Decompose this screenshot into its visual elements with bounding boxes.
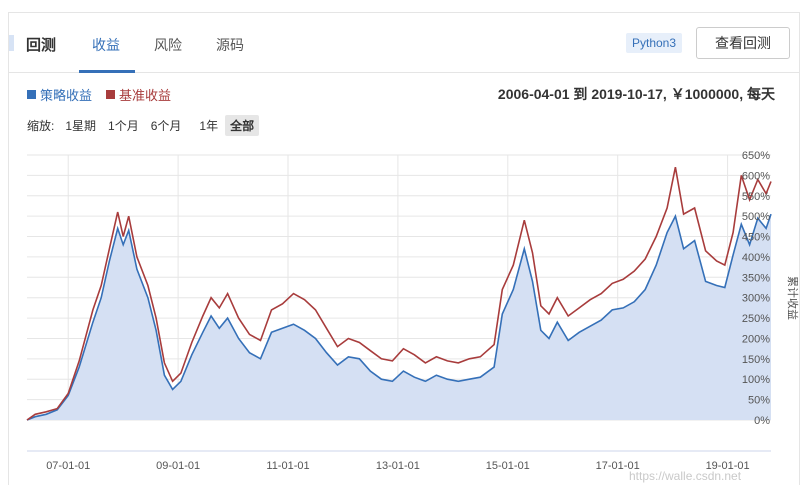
x-tick-label: 07-01-01 [46, 460, 90, 472]
y-tick-label: 350% [742, 272, 770, 284]
legend-benchmark-swatch [106, 90, 116, 99]
y-tick-label: 200% [742, 333, 770, 345]
y-tick-label: 450% [742, 232, 770, 244]
legend-benchmark[interactable]: 基准收益 [106, 85, 171, 104]
y-tick-label: 300% [742, 293, 770, 305]
y-tick-label: 150% [742, 354, 770, 366]
zoom-controls: 缩放: 1星期 1个月 6个月 1年 全部 [27, 115, 261, 136]
x-tick-label: 19-01-01 [706, 460, 750, 472]
header-bar: 回测 收益 风险 源码 Python3 查看回测 [9, 13, 799, 73]
zoom-label: 缩放: [27, 119, 55, 133]
y-tick-label: 50% [748, 395, 770, 407]
chart-legend: 策略收益 基准收益 [27, 85, 171, 104]
zoom-1-week[interactable]: 1星期 [65, 119, 97, 133]
tab-risk[interactable]: 风险 [154, 37, 182, 53]
benchmark-line [26, 167, 772, 421]
page-title: 回测 [26, 37, 57, 54]
legend-strategy-label: 策略收益 [40, 88, 93, 103]
y-tick-label: 100% [742, 374, 770, 386]
y-tick-label: 500% [742, 211, 770, 223]
header-accent [9, 35, 14, 51]
tab-returns[interactable]: 收益 [92, 37, 120, 53]
backtest-summary: 2006-04-01 到 2019-10-17, ￥1000000, 每天 [497, 86, 775, 102]
backtest-panel: 回测 收益 风险 源码 Python3 查看回测 策略收益 基准收益 2006-… [8, 12, 800, 485]
x-tick-label: 11-01-01 [266, 460, 309, 472]
y-tick-label: 400% [742, 252, 770, 264]
strategy-area [27, 214, 771, 420]
y-tick-label: 0% [754, 415, 770, 427]
cumulative-return-chart[interactable]: 0% 50% 100% 150% 200% 250% 300% 350% 400% 450% 500… [9, 13, 799, 486]
x-tick-label: 09-01-01 [156, 460, 200, 472]
x-tick-label: 15-01-01 [486, 460, 530, 472]
active-tab-indicator [79, 70, 135, 73]
zoom-1-year[interactable]: 1年 [199, 119, 219, 133]
legend-strategy[interactable]: 策略收益 [27, 85, 92, 104]
tab-source[interactable]: 源码 [216, 37, 244, 53]
x-axis-ticks: 07-01-01 09-01-01 11-01-01 13-01-01 15-01-01… [46, 460, 749, 472]
zoom-1-month[interactable]: 1个月 [108, 119, 139, 133]
watermark: https://walle.csdn.net [629, 469, 742, 483]
legend-benchmark-label: 基准收益 [119, 88, 172, 103]
y-tick-label: 650% [742, 150, 770, 162]
y-axis-label: 累计收益 [786, 276, 799, 320]
language-badge: Python3 [626, 33, 683, 53]
view-backtest-button[interactable]: 查看回测 [696, 27, 790, 59]
strategy-line [26, 213, 772, 421]
legend-strategy-swatch [27, 90, 36, 99]
zoom-6-months[interactable]: 6个月 [150, 119, 182, 133]
y-axis-ticks: 0% 50% 100% 150% 200% 250% 300% 350% 400% 450% 500… [742, 150, 770, 427]
y-tick-label: 600% [742, 170, 770, 182]
x-tick-label: 17-01-01 [596, 460, 640, 472]
x-tick-label: 13-01-01 [376, 460, 420, 472]
y-tick-label: 250% [742, 313, 770, 325]
zoom-all[interactable]: 全部 [225, 115, 260, 136]
y-tick-label: 550% [742, 191, 770, 203]
